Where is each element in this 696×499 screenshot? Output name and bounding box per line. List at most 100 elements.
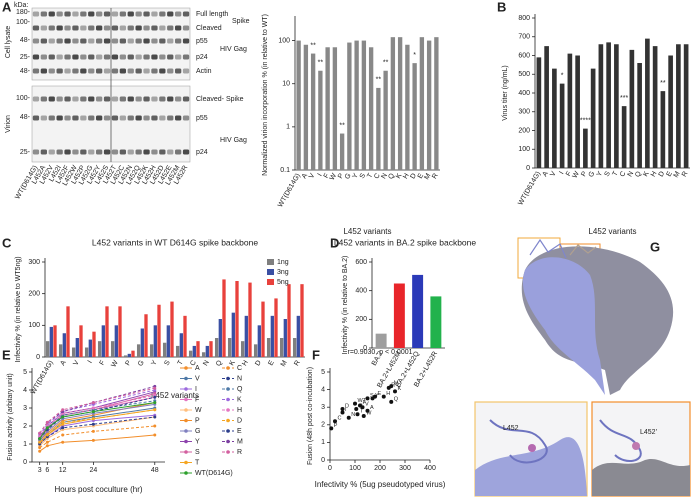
x-tick-label: E <box>267 359 276 367</box>
annotation: r=0.9030, p < 0.0001 <box>348 349 413 356</box>
x-tick-label: S <box>604 170 613 178</box>
blot-band <box>48 11 55 17</box>
blot-marker: 48- <box>20 68 31 75</box>
bar <box>244 315 248 357</box>
y-tick-label: 1 <box>286 124 290 131</box>
bar <box>131 350 135 357</box>
bar <box>170 301 174 357</box>
blot-band <box>111 11 119 17</box>
blot-band <box>88 96 95 102</box>
bar <box>544 46 549 168</box>
blot-band <box>103 54 111 60</box>
x-tick-label: V <box>72 359 81 367</box>
panel-label: A <box>2 0 12 14</box>
x-tick-label: M <box>423 172 432 181</box>
y-axis-label: Infectivity % (in relative to WT5ng) <box>15 256 22 362</box>
x-axis-label: L452 variants <box>343 227 391 236</box>
blot-band <box>48 54 55 60</box>
blot-band <box>119 115 126 121</box>
legend-swatch <box>267 259 274 265</box>
y-axis-label: Fusion activity (arbitary unit) <box>7 373 14 461</box>
significance: ** <box>376 77 382 84</box>
blot-marker: 100- <box>16 19 31 26</box>
blot-band <box>159 68 166 74</box>
blot-band <box>72 11 79 17</box>
bar <box>383 70 388 170</box>
blot-band <box>151 149 158 155</box>
blot-band <box>159 149 166 155</box>
legend-marker <box>184 471 188 475</box>
x-tick-label: H <box>402 172 411 180</box>
point <box>45 433 49 437</box>
bar <box>339 133 345 170</box>
blot-band <box>103 38 111 44</box>
point-label: C <box>338 416 342 422</box>
axis-line <box>31 368 165 463</box>
point <box>91 417 95 421</box>
x-tick-label: W <box>329 172 339 182</box>
blot-band <box>48 68 55 74</box>
structure-label: L452' <box>640 429 657 436</box>
blot-band <box>80 38 87 44</box>
point <box>61 415 65 419</box>
blot-marker: 180- <box>16 9 31 16</box>
bar <box>144 314 148 357</box>
bar <box>296 40 301 170</box>
legend-marker <box>184 387 188 391</box>
blot-band <box>103 96 111 102</box>
structure-label: L452 <box>503 425 519 432</box>
significance: *** <box>620 95 628 102</box>
blot-marker: 25- <box>20 149 31 156</box>
bar <box>183 315 187 357</box>
x-tick-label: P <box>580 170 589 178</box>
bar <box>303 44 309 170</box>
bar <box>153 325 157 357</box>
bar <box>354 40 359 170</box>
point <box>91 406 95 410</box>
bar <box>53 325 57 357</box>
blot-band <box>64 11 71 17</box>
point-label: N <box>351 412 355 418</box>
blot-band <box>96 68 103 74</box>
legend-label: WT(D614G) <box>195 470 233 477</box>
bar <box>287 284 291 357</box>
x-tick-label: P <box>337 172 346 180</box>
blot-band <box>96 11 103 17</box>
y-tick-label: 4 <box>23 387 27 394</box>
y-tick-label: 0 <box>321 457 325 464</box>
x-tick-label: A <box>542 170 551 178</box>
y-tick-label: 0.1 <box>280 167 290 174</box>
blot-band <box>32 96 40 102</box>
y-tick-label: 0 <box>363 345 367 352</box>
blot-band <box>151 96 158 102</box>
blot-band <box>88 68 95 74</box>
bar <box>606 42 611 168</box>
blot-band <box>48 115 55 121</box>
bar <box>157 304 161 357</box>
blot-band <box>72 149 79 155</box>
bar <box>240 341 245 357</box>
blot-band <box>56 149 63 155</box>
bar <box>405 44 410 170</box>
blot-band <box>175 38 182 44</box>
blot-band <box>88 115 95 121</box>
x-tick-label: E <box>666 170 675 178</box>
legend-label: G <box>195 428 200 435</box>
legend-marker <box>226 376 230 381</box>
x-tick-label: WT(D614G) <box>277 172 302 208</box>
bar <box>559 83 565 168</box>
blot-band <box>143 11 150 17</box>
bar <box>575 55 580 168</box>
blot-band <box>40 54 47 60</box>
bar <box>652 46 658 168</box>
x-tick-label: 400 <box>424 465 436 472</box>
blot-band <box>143 54 150 60</box>
bar <box>552 68 557 168</box>
bar <box>205 345 209 357</box>
point <box>346 415 351 420</box>
point <box>353 401 357 406</box>
bar <box>270 315 274 357</box>
x-tick-label: S <box>359 172 368 180</box>
blot-band <box>64 38 71 44</box>
bar <box>536 57 542 168</box>
